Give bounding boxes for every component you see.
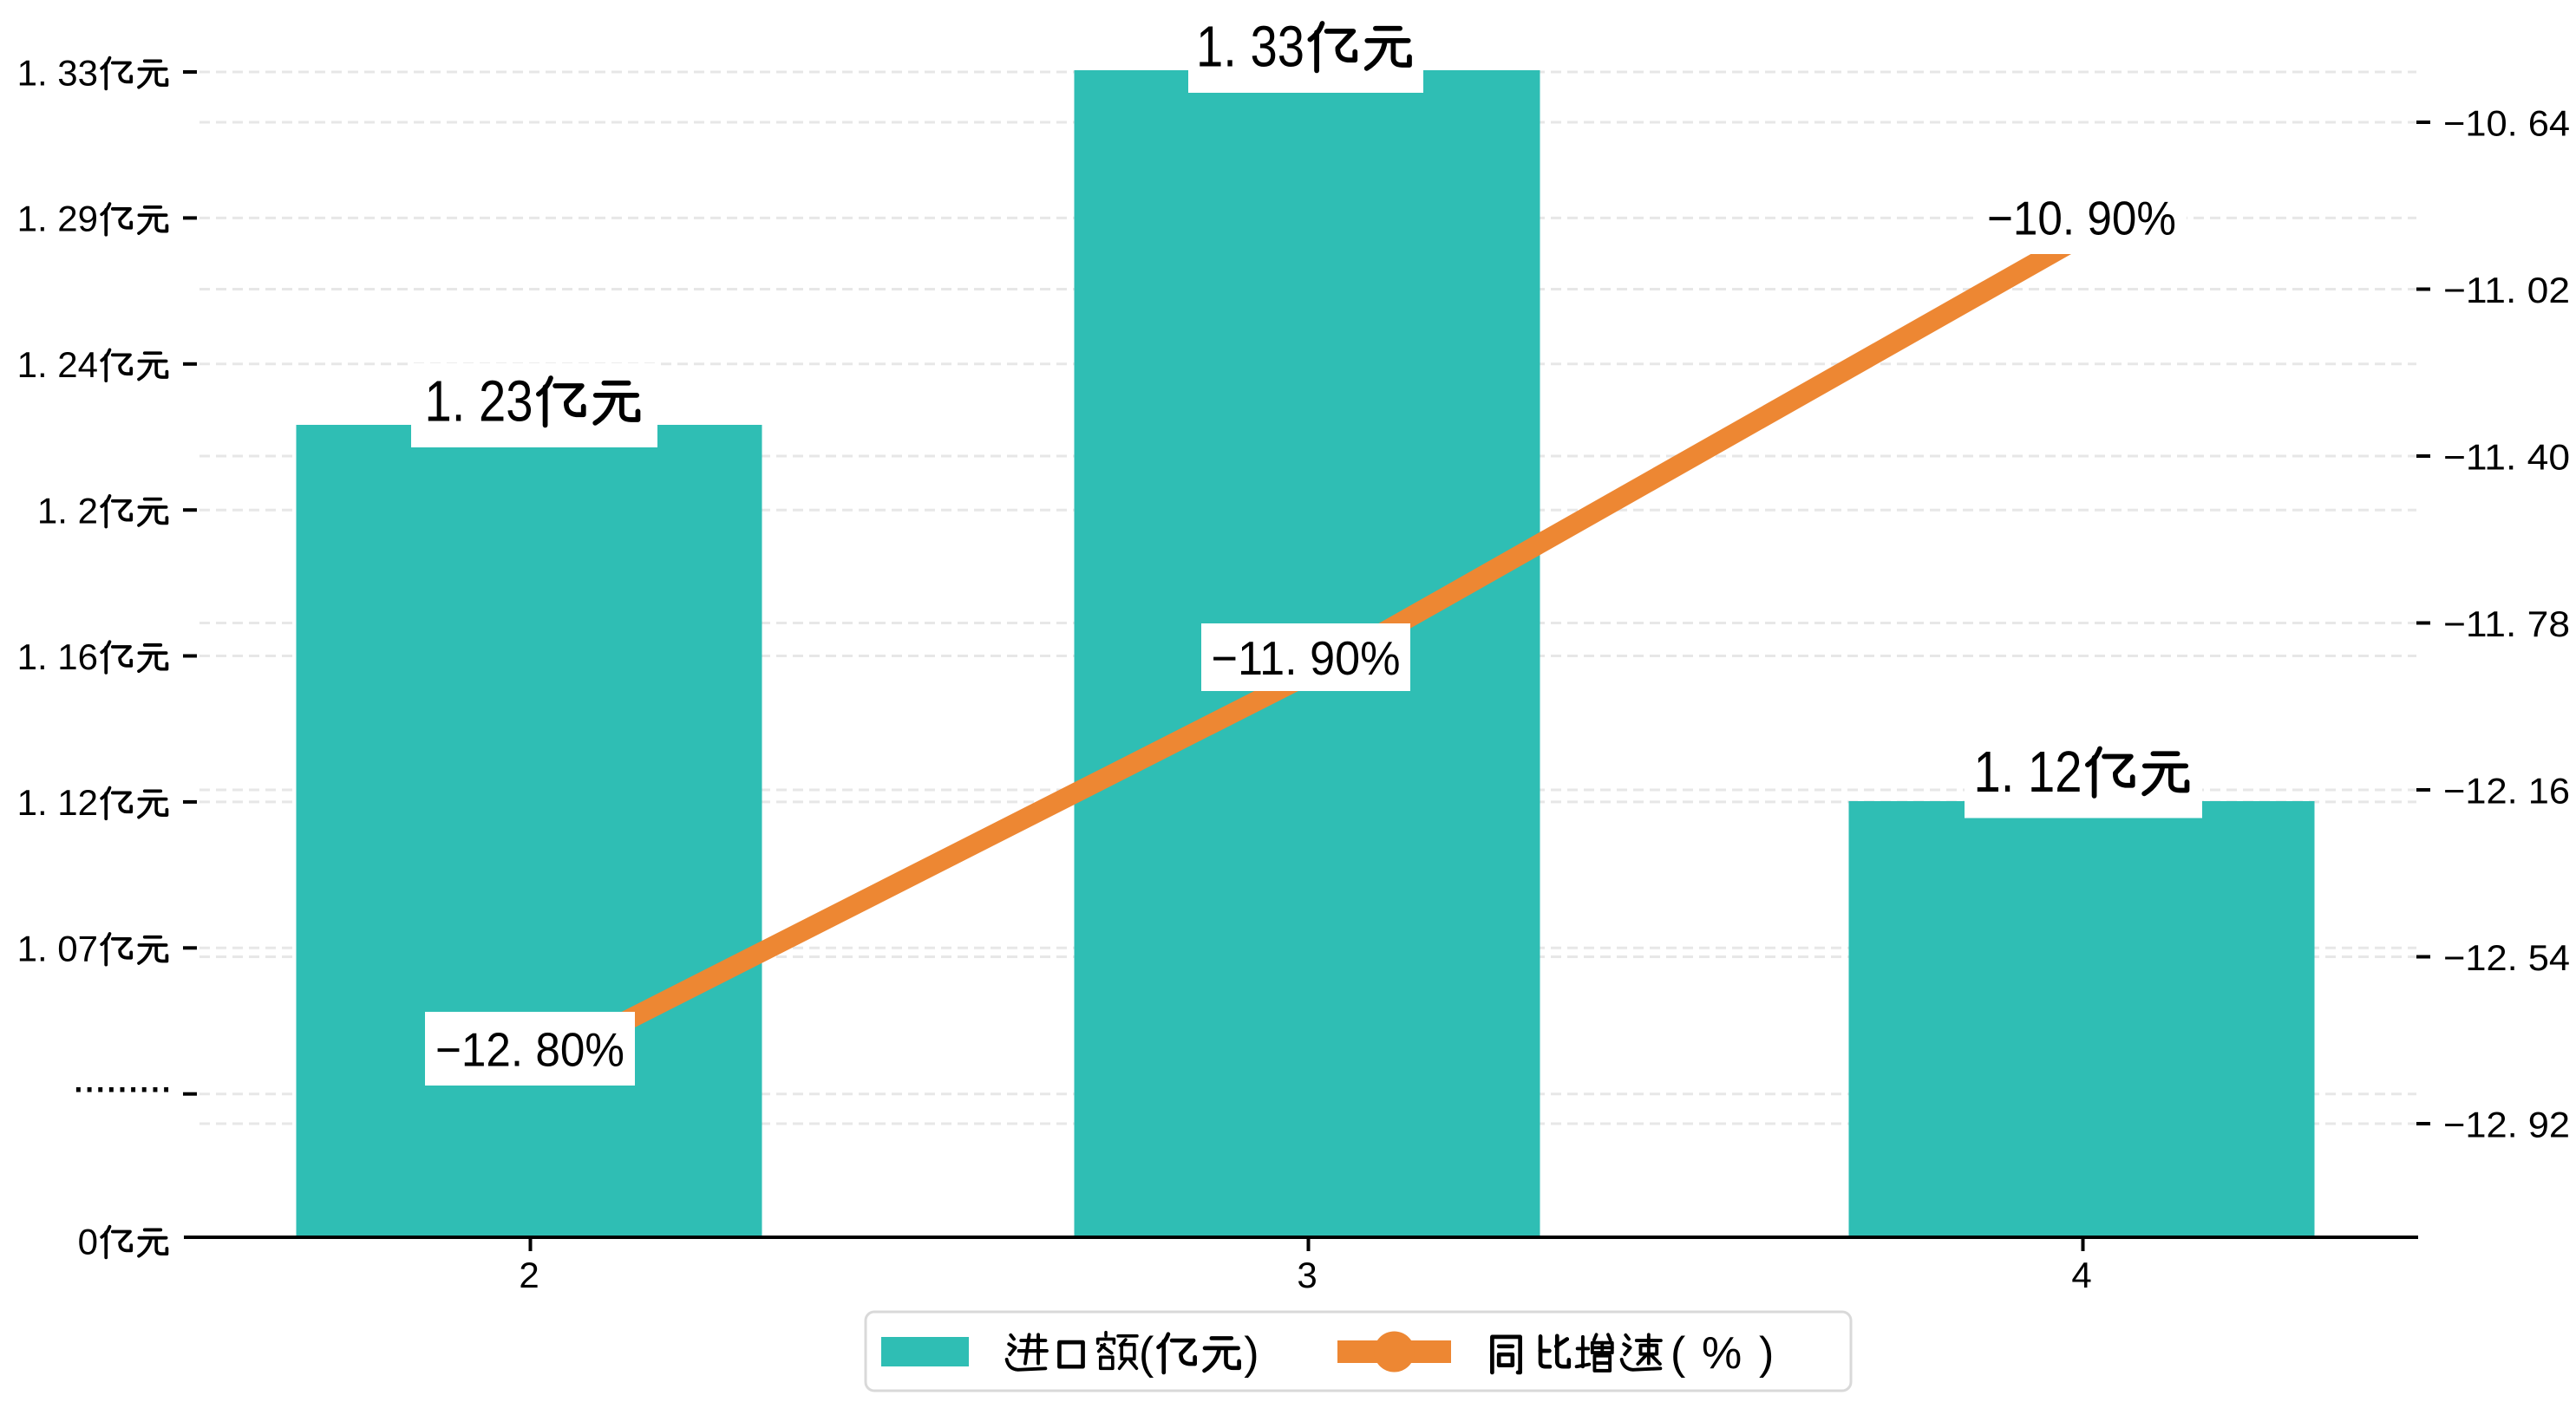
svg-text:−10. 64: −10. 64 [2443,102,2570,143]
svg-text:−10. 90%: −10. 90% [1987,192,2176,245]
svg-text:−11. 90%: −11. 90% [1212,631,1401,685]
svg-text:1. 23: 1. 23 [425,368,533,434]
svg-text:1. 07: 1. 07 [17,929,98,969]
svg-text:1. 12: 1. 12 [17,782,98,823]
svg-text:2: 2 [519,1255,539,1295]
svg-text:−11. 78: −11. 78 [2443,603,2570,644]
svg-text:1. 24: 1. 24 [17,344,98,385]
svg-text:): ) [1244,1328,1259,1379]
svg-text:1. 16: 1. 16 [17,636,98,677]
svg-text:3: 3 [1297,1255,1317,1295]
svg-text:1. 29: 1. 29 [17,199,98,239]
svg-text:(: ( [1139,1328,1154,1379]
svg-text:1. 33: 1. 33 [1196,14,1304,79]
svg-text:1. 33: 1. 33 [17,52,98,93]
svg-text:): ) [1759,1328,1774,1379]
svg-text:0: 0 [78,1221,98,1262]
svg-text:−12. 16: −12. 16 [2443,770,2570,811]
svg-text:−12. 92: −12. 92 [2443,1104,2570,1144]
svg-text:4: 4 [2071,1255,2091,1295]
svg-text:−12. 80%: −12. 80% [435,1023,624,1077]
svg-text:1. 2: 1. 2 [37,491,98,531]
svg-text:−12. 54: −12. 54 [2443,937,2570,978]
svg-text:−11. 02: −11. 02 [2443,270,2570,310]
svg-text:1. 12: 1. 12 [1974,740,2082,805]
svg-text:%: % [1702,1328,1742,1379]
svg-text:−11. 40: −11. 40 [2443,436,2570,477]
svg-text:(: ( [1670,1328,1686,1379]
svg-text:.........: ......... [72,1053,171,1103]
